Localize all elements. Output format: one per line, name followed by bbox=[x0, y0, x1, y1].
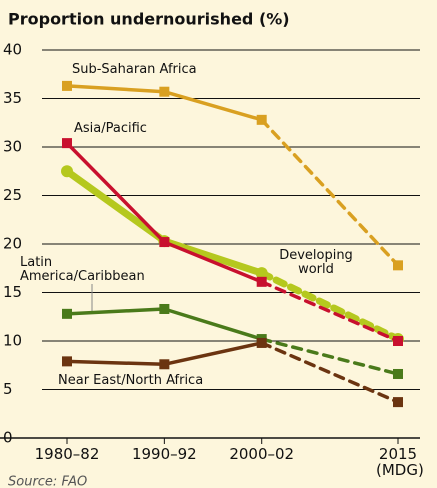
y-tick-label: 15 bbox=[3, 283, 22, 301]
line-segment bbox=[162, 240, 264, 284]
series-label: Sub-Saharan Africa bbox=[72, 62, 197, 77]
marker bbox=[159, 86, 170, 97]
line-segment bbox=[259, 280, 400, 343]
marker bbox=[159, 237, 170, 248]
series-label: Near East/North Africa bbox=[58, 373, 204, 388]
y-tick-label: 20 bbox=[3, 235, 22, 253]
marker bbox=[256, 114, 267, 125]
y-tick-label: 30 bbox=[3, 138, 22, 156]
marker bbox=[256, 337, 267, 348]
line-segment bbox=[162, 307, 264, 341]
marker bbox=[393, 368, 403, 379]
line-segment bbox=[259, 341, 400, 404]
chart-title: Proportion undernourished (%) bbox=[8, 10, 290, 29]
marker bbox=[393, 397, 403, 408]
marker bbox=[61, 165, 73, 178]
line-segment bbox=[63, 167, 168, 245]
y-tick-label: 10 bbox=[3, 332, 22, 350]
line-segment bbox=[160, 237, 266, 277]
marker bbox=[62, 356, 72, 367]
line-segment bbox=[259, 118, 400, 268]
marker bbox=[62, 138, 72, 149]
series-label: Developing world bbox=[279, 248, 353, 277]
marker bbox=[159, 303, 170, 314]
line-segment bbox=[162, 89, 264, 122]
marker bbox=[62, 308, 72, 319]
line-segment bbox=[65, 307, 167, 316]
line-segment bbox=[65, 141, 167, 244]
series-label: Latin America/Caribbean bbox=[20, 255, 145, 284]
line-segment bbox=[65, 359, 167, 367]
marker bbox=[255, 267, 268, 280]
y-tick-label: 5 bbox=[3, 380, 13, 398]
marker bbox=[393, 336, 403, 346]
marker bbox=[62, 80, 72, 91]
x-tick-label: 1990–92 bbox=[131, 445, 197, 463]
y-tick-label: 25 bbox=[3, 186, 22, 204]
line-segment bbox=[65, 84, 167, 94]
line-segment bbox=[258, 269, 402, 343]
line-segment bbox=[162, 341, 264, 367]
series-label: Asia/Pacific bbox=[74, 121, 147, 136]
y-tick-label: 35 bbox=[3, 89, 22, 107]
marker bbox=[393, 260, 403, 271]
source: Source: FAO bbox=[8, 475, 87, 488]
marker bbox=[159, 359, 170, 370]
x-tick-label: 2015 (MDG) bbox=[376, 445, 424, 479]
line-segment bbox=[259, 337, 400, 376]
marker bbox=[256, 276, 267, 287]
y-tick-label: 40 bbox=[3, 41, 22, 59]
x-tick-label: 2000–02 bbox=[229, 445, 295, 463]
x-tick-label: 1980–82 bbox=[34, 445, 100, 463]
